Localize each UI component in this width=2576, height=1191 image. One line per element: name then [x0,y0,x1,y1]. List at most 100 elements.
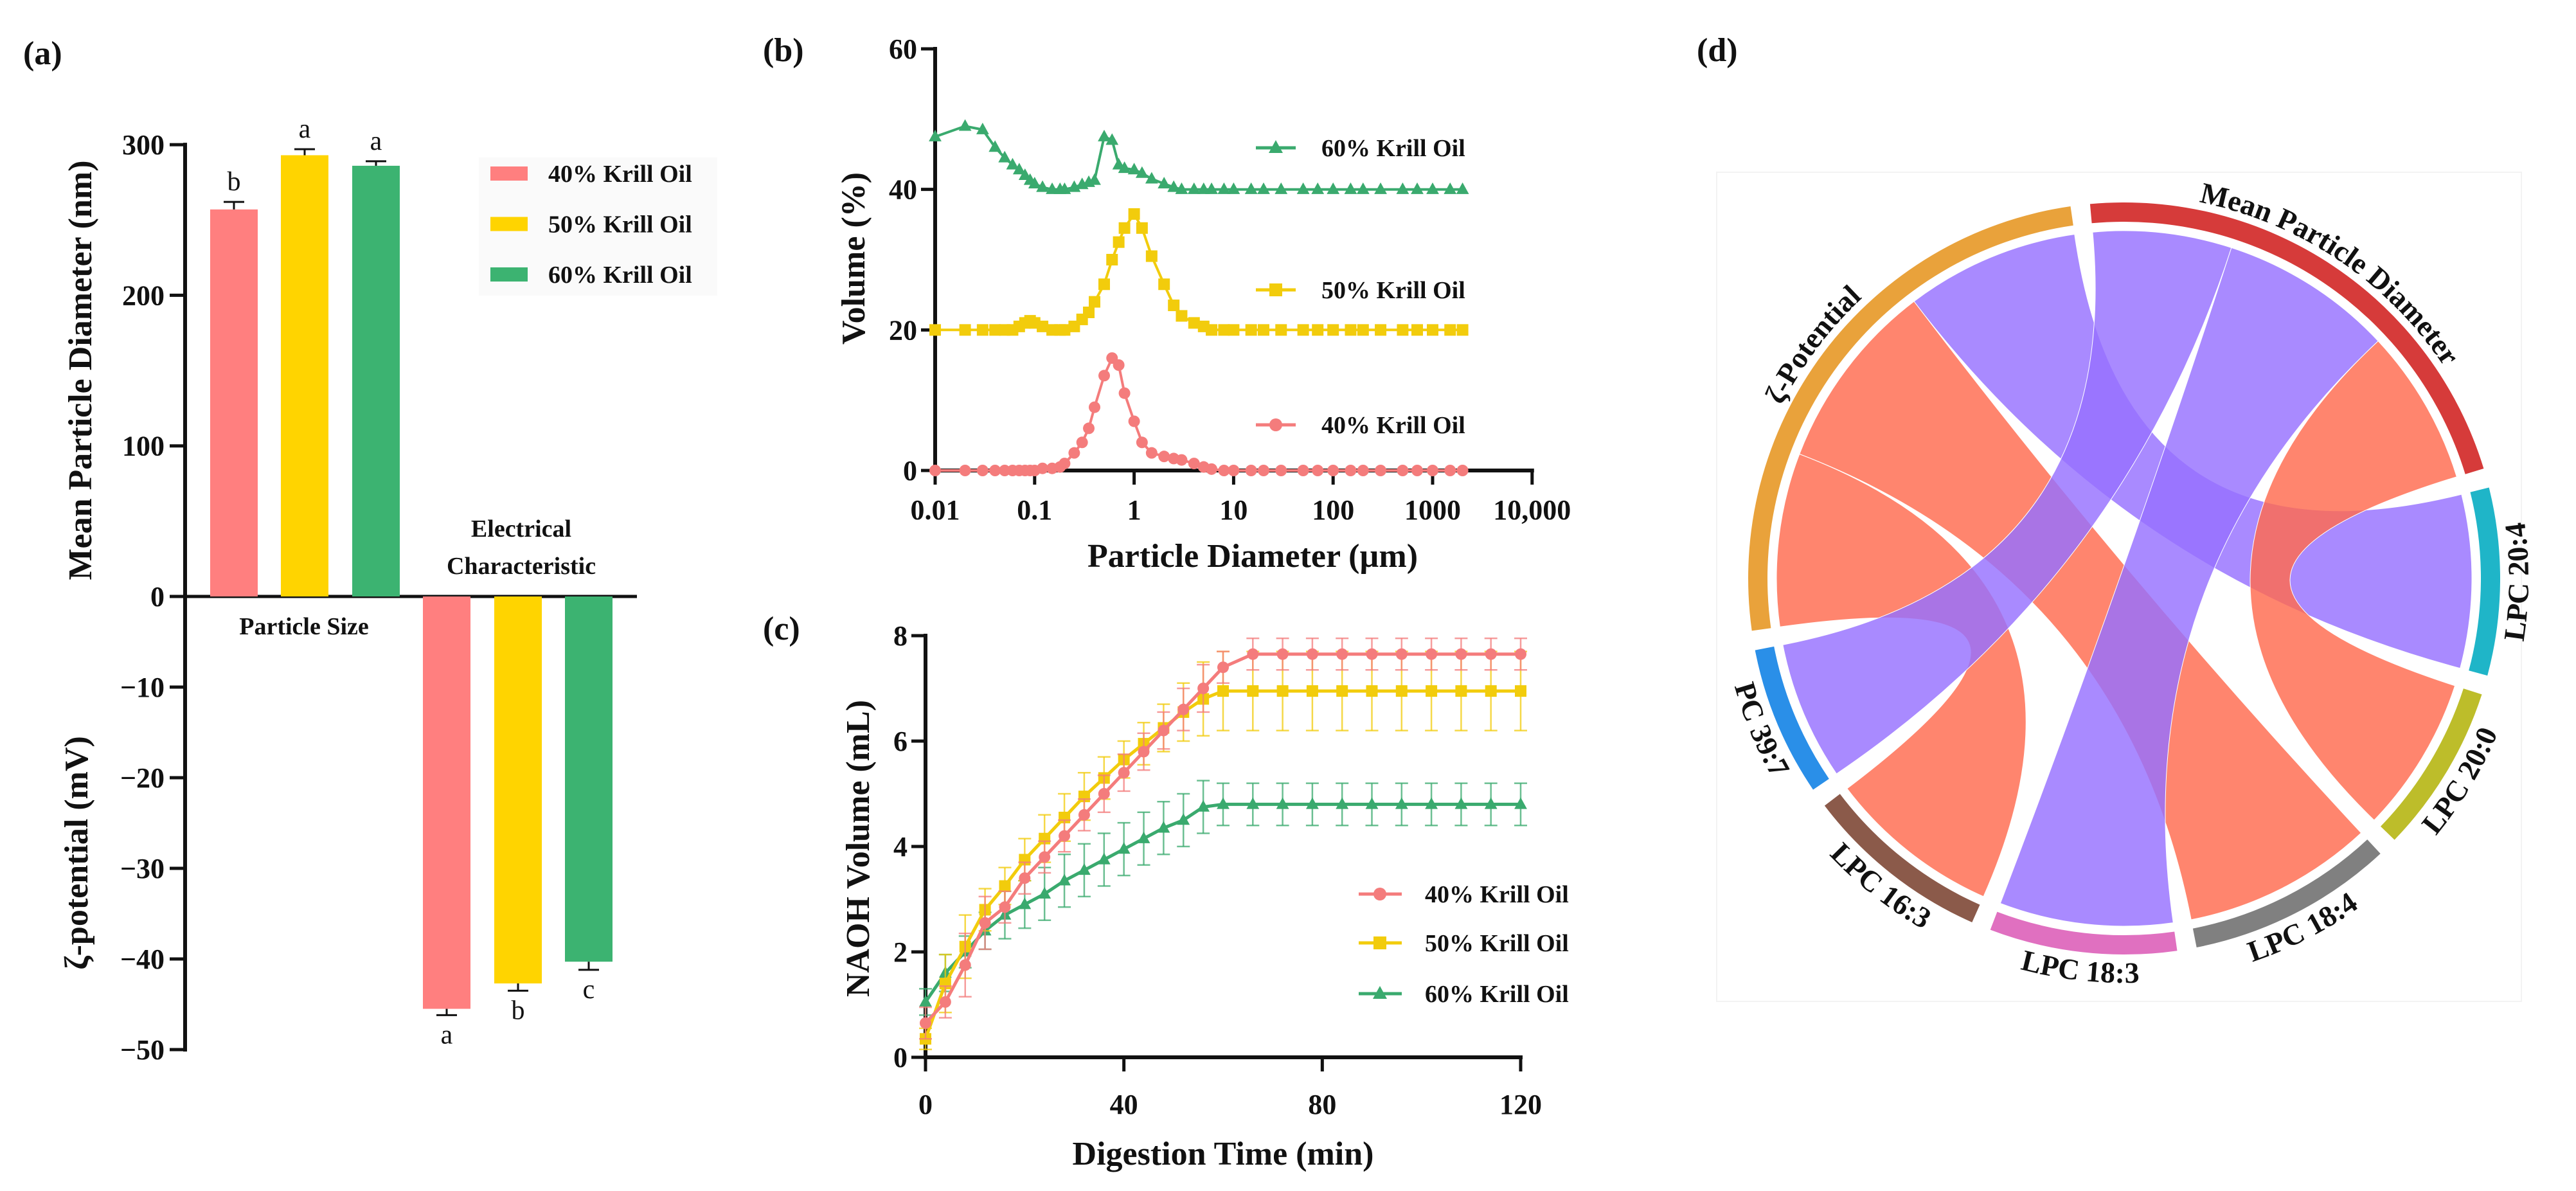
c-data-point [1039,851,1051,863]
c-data-point [1485,685,1497,697]
c-data-point [1197,800,1210,812]
chord-sector-arc [2192,839,2381,947]
b-ylabel: Volume (%) [836,172,872,345]
c-x-tick-label: 120 [1499,1089,1542,1120]
b-data-point [1076,436,1088,449]
b-data-point [1218,324,1230,336]
a-significance-letter: a [299,114,311,144]
b-data-point [1118,387,1131,399]
a-bar-1-2 [565,596,613,962]
b-data-point [1275,465,1287,476]
b-data-point [1037,462,1049,474]
b-data-point [1059,458,1071,470]
c-data-point [1217,685,1229,697]
a-bar-1-1 [494,596,542,984]
b-data-point [1427,324,1438,336]
c-data-point [1276,797,1289,809]
b-data-point [1113,236,1125,248]
b-data-point [1456,324,1469,336]
b-data-point [998,150,1012,163]
c-data-point [1118,767,1130,779]
c-data-point [1306,648,1318,660]
a-significance-letter: a [441,1020,453,1050]
b-data-point [1006,157,1019,170]
c-data-point [1158,724,1170,737]
c-data-point [999,880,1011,892]
b-data-point [1145,447,1158,459]
b-data-point [1167,180,1181,192]
b-series-line [935,211,1463,332]
c-data-point [1336,685,1348,697]
b-data-point [1311,182,1325,194]
b-data-point [1058,182,1071,194]
b-data-point [1228,465,1240,476]
c-data-point [1425,797,1438,809]
c-data-point [1078,809,1090,821]
b-data-point [1158,177,1171,189]
c-data-point [1247,648,1259,660]
a-legend-label: 50% Krill Oil [548,211,692,238]
b-data-point [929,129,942,141]
a-significance-letter: c [583,975,595,1005]
b-data-point [976,324,988,336]
c-data-point [919,995,932,1007]
c-data-point [1515,685,1526,697]
c-y-tick-label: 8 [893,620,908,652]
b-data-point [929,465,941,476]
c-data-point [1514,797,1527,809]
c-data-point [1484,797,1498,809]
c-legend-label: 40% Krill Oil [1425,881,1569,908]
b-data-point [1297,324,1309,336]
c-legend-marker [1373,888,1386,900]
c-data-point [1217,797,1230,809]
b-data-point [1175,182,1188,194]
b-x-tick-label: 1 [1127,494,1141,526]
a-legend-swatch [490,267,528,282]
b-data-point [1098,278,1111,291]
chord-sector-arc [2469,487,2501,676]
b-data-point [1083,307,1095,318]
a-bar-1-0 [423,596,470,1009]
b-x-tick-label: 10 [1219,494,1248,526]
c-data-point [1455,685,1467,697]
b-data-point [976,465,988,476]
b-x-tick-label: 10,000 [1493,494,1571,526]
b-data-point [1245,465,1257,476]
c-data-point [1138,746,1150,758]
a-y-tick-label: −40 [120,944,165,975]
c-data-point [1078,863,1091,875]
b-y-tick-label: 40 [889,174,917,206]
b-data-point [1397,465,1409,476]
c-data-point [1395,797,1408,809]
b-data-point [1327,324,1339,336]
b-data-point [1297,465,1309,476]
a-y-tick-label: −50 [120,1034,165,1066]
chord-sector-arc [1824,794,1980,922]
c-data-point [1018,897,1032,909]
c-data-point [1426,685,1438,697]
b-data-point [1444,465,1456,476]
c-data-point [1395,685,1408,697]
b-data-point [1375,324,1387,336]
c-legend-marker [1373,936,1386,949]
chord-sector-arc [2089,202,2484,474]
b-data-point [1374,182,1387,194]
b-data-point [1345,465,1357,476]
b-data-point [1444,324,1456,336]
c-data-point [979,917,991,929]
c-data-point [1336,797,1349,809]
c-y-tick-label: 0 [893,1042,908,1073]
c-series-line [924,802,1521,1003]
c-data-point [1177,703,1190,715]
b-data-point [1145,250,1158,262]
chord-sector-arc [1990,911,2178,955]
b-data-point [1098,129,1111,141]
b-data-point [1176,310,1188,322]
c-data-point [1515,648,1526,660]
b-data-point [1028,177,1041,189]
b-data-point [1312,465,1324,476]
a-y-tick-label: 100 [122,431,165,462]
b-data-point [1245,324,1257,336]
b-data-point [1217,182,1231,194]
c-data-point [1336,648,1348,660]
